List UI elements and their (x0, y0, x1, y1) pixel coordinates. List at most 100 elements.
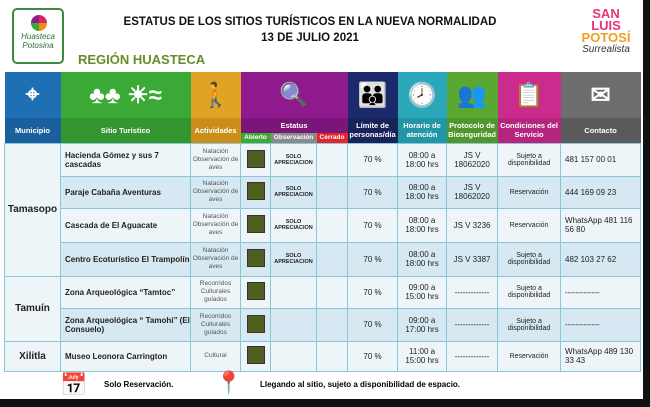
contact: ------------- (560, 275, 642, 309)
conditions: Reservación (497, 207, 562, 243)
activities: Recorridos Culturales guiados (190, 275, 241, 309)
date: 13 DE JULIO 2021 (261, 32, 359, 44)
status-closed (315, 241, 349, 277)
status-open (240, 275, 271, 309)
activities: Natación Observación de aves (190, 142, 241, 177)
map-pin-icon: 📍 (215, 370, 243, 395)
mail-info-icon: ✉ (560, 72, 641, 118)
status-observation (270, 275, 317, 309)
right-border (643, 0, 650, 407)
capacity-limit: 70 % (347, 241, 399, 277)
clock-icon: 🕗 (397, 72, 447, 118)
activities: Cultural (190, 340, 241, 372)
status-closed (315, 142, 349, 177)
hours: 08:00 a 18:00 hrs (397, 142, 448, 177)
status-observation: SOLO APRECIACION (270, 207, 317, 243)
col-abierto: Abierto (240, 133, 271, 143)
open-marker (246, 249, 265, 267)
hiker-icon: 🚶 (190, 72, 241, 118)
contact: 444 169 09 23 (560, 175, 642, 209)
status-closed (315, 207, 349, 243)
col-sitio: Sitio Turístico (60, 118, 191, 143)
activities: Natación Observación de aves (190, 175, 241, 209)
status-observation: SOLO APRECIACION (270, 142, 317, 177)
protocol: ------------- (446, 340, 499, 372)
status-closed (315, 307, 349, 342)
conditions: Sujeto a disponibilidad (497, 275, 562, 309)
status-table: ⌖ ♣♣ ☀≈ 🚶 🔍 👪 🕗 👥 📋 ✉ Municipio Sitio Tu… (4, 72, 642, 372)
hours: 09:00 a 17:00 hrs (397, 307, 448, 342)
col-condiciones: Condiciones del Servicio (497, 118, 561, 143)
capacity-limit: 70 % (347, 207, 399, 243)
col-contacto: Contacto (560, 118, 641, 143)
site-name: Museo Leonora Carrington (60, 340, 191, 372)
open-marker (246, 282, 265, 300)
open-marker (246, 215, 265, 233)
calendar-icon: 📅 (60, 372, 88, 397)
col-estatus: Estatus (240, 118, 348, 133)
protocol: JS V 3236 (446, 207, 499, 243)
activities: Natación Observación de aves (190, 207, 241, 243)
bottom-border (0, 399, 650, 407)
capacity-limit: 70 % (347, 175, 399, 209)
hours: 08:00 a 18:00 hrs (397, 207, 448, 243)
status-open (240, 142, 271, 177)
table-row: Cascada de El Aguacate Natación Observac… (5, 207, 642, 243)
capacity-limit: 70 % (347, 340, 399, 372)
location-pin-icon: ⌖ (4, 72, 61, 118)
site-name: Zona Arqueológica “Tamtoc” (60, 275, 191, 309)
site-name: Hacienda Gómez y sus 7 cascadas (60, 142, 191, 177)
contact: WhatsApp 489 130 33 43 (560, 340, 642, 372)
status-observation (270, 340, 317, 372)
table-row: Zona Arqueológica “ Tamohi” (El Consuelo… (5, 307, 642, 342)
capacity-limit: 70 % (347, 275, 399, 309)
contact: 481 157 00 01 (560, 142, 642, 177)
checklist-icon: 📋 (497, 72, 561, 118)
conditions: Reservación (497, 175, 562, 209)
open-marker (246, 182, 265, 200)
status-closed (315, 175, 349, 209)
col-protocolo: Protocolo de Bioseguridad (446, 118, 498, 143)
col-observacion: Observación (270, 133, 317, 143)
open-marker (246, 314, 265, 333)
contact: WhatsApp 481 116 56 80 (560, 207, 642, 243)
status-open (240, 207, 271, 243)
hours: 09:00 a 15:00 hrs (397, 275, 448, 309)
huasteca-potosina-logo: Huasteca Potosina (12, 8, 64, 64)
status-open (240, 340, 271, 372)
table-row: Centro Ecoturístico El Trampolín Natació… (5, 241, 642, 277)
col-horario: Horario de atención (397, 118, 447, 143)
col-municipio: Municipio (4, 118, 61, 143)
table-row: Paraje Cabaña Aventuras Natación Observa… (5, 175, 642, 209)
protocol: JS V 18062020 (446, 175, 499, 209)
group-shield-icon: 👥 (446, 72, 498, 118)
col-actividades: Actividades (190, 118, 241, 143)
hours: 08:00 a 18:00 hrs (397, 241, 448, 277)
legend: 📅 Solo Reservación. 📍 Llegando al sitio,… (0, 370, 650, 400)
table-row: Tamasopo Hacienda Gómez y sus 7 cascadas … (4, 142, 642, 277)
san-luis-potosi-logo: SAN LUIS POTOSÍ Surrealista (581, 6, 631, 55)
col-limite: Límite de personas/día (347, 118, 398, 143)
conditions: Sujeto a disponibilidad (497, 307, 562, 342)
region-label: REGIÓN HUASTECA (78, 52, 206, 67)
site-name: Cascada de El Aguacate (60, 207, 191, 243)
capacity-limit: 70 % (347, 307, 399, 342)
protocol: JS V 18062020 (446, 142, 499, 177)
protocol: JS V 3387 (446, 241, 499, 277)
status-open (240, 175, 271, 209)
page-title: ESTATUS DE LOS SITIOS TURÍSTICOS EN LA N… (110, 14, 510, 46)
status-observation (270, 307, 317, 342)
conditions: Reservación (497, 340, 562, 372)
table-row: Xilitla Museo Leonora Carrington Cultural… (4, 340, 642, 372)
site-name: Paraje Cabaña Aventuras (60, 175, 191, 209)
magnifier-icon: 🔍 (240, 72, 348, 118)
family-icon: 👪 (347, 72, 398, 118)
hours: 11:00 a 15:00 hrs (397, 340, 448, 372)
municipio-cell: Tamasopo (4, 142, 61, 277)
hours: 08:00 a 18:00 hrs (397, 175, 448, 209)
legend-reservation: Solo Reservación. (104, 380, 174, 389)
legend-arrival: Llegando al sitio, sujeto a disponibilid… (260, 380, 461, 389)
activities: Recorridos Culturales guiados (190, 307, 241, 342)
col-cerrado: Cerrado (316, 133, 348, 143)
status-closed (315, 340, 349, 372)
